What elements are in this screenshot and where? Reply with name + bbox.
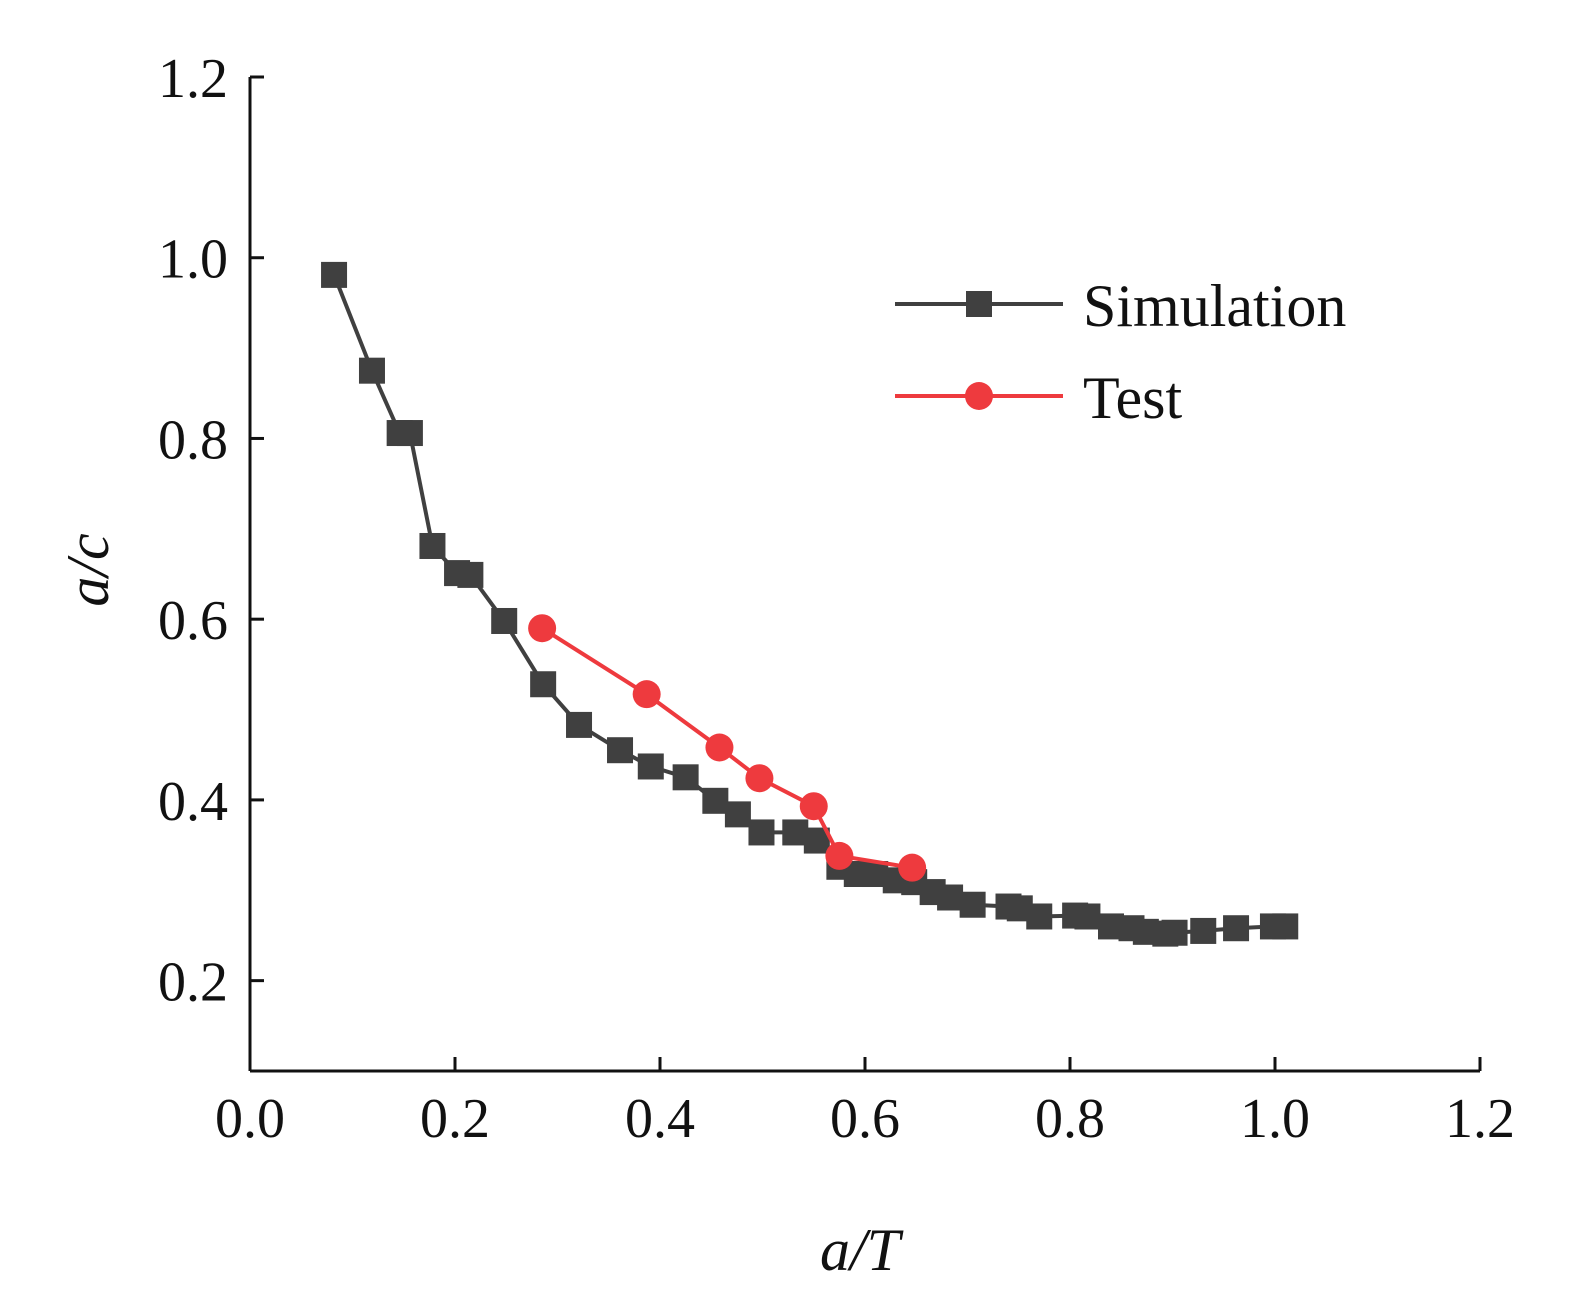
legend-test-marker	[965, 382, 993, 410]
x-tick-label: 1.0	[1240, 1088, 1310, 1150]
x-tick-label: 0.6	[830, 1088, 900, 1150]
y-tick-label: 1.2	[158, 48, 228, 110]
simulation-point	[1161, 919, 1188, 946]
legend: Simulation Test	[895, 273, 1346, 431]
simulation-point	[702, 787, 729, 814]
simulation-point	[491, 607, 518, 634]
simulation-point	[637, 753, 664, 780]
series-layer	[321, 261, 1299, 947]
x-tick-label: 1.2	[1445, 1088, 1515, 1150]
simulation-point	[457, 561, 484, 588]
simulation-point	[1190, 917, 1217, 944]
simulation-point	[530, 671, 557, 698]
x-tick-label: 0.4	[625, 1088, 695, 1150]
test-point	[705, 733, 734, 762]
simulation-point	[937, 884, 964, 911]
simulation-point	[672, 764, 699, 791]
simulation-point	[1272, 913, 1299, 940]
simulation-point	[566, 711, 593, 738]
legend-test-label: Test	[1083, 365, 1182, 431]
x-tick-label: 0.0	[215, 1088, 285, 1150]
legend-simulation-marker	[966, 291, 992, 317]
simulation-point	[607, 737, 634, 764]
test-point	[632, 680, 661, 709]
test-point	[898, 853, 927, 882]
test-point	[799, 792, 828, 821]
simulation-point	[748, 819, 775, 846]
x-axis-label: a/T	[820, 1217, 904, 1283]
simulation-point	[1026, 903, 1053, 930]
y-tick-label: 0.6	[158, 590, 228, 652]
test-point	[745, 764, 774, 793]
simulation-point	[959, 891, 986, 918]
simulation-point	[419, 532, 446, 559]
y-tick-label: 1.0	[158, 229, 228, 291]
y-tick-label: 0.8	[158, 409, 228, 471]
test-point	[825, 841, 854, 870]
y-tick-label: 0.4	[158, 771, 228, 833]
x-tick-label: 0.2	[420, 1088, 490, 1150]
simulation-point	[321, 261, 348, 288]
x-tick-label: 0.8	[1035, 1088, 1105, 1150]
y-axis-label: a/c	[55, 533, 121, 606]
y-tick-label: 0.2	[158, 952, 228, 1014]
legend-simulation-label: Simulation	[1083, 273, 1346, 339]
simulation-point	[358, 357, 385, 384]
simulation-point	[1074, 903, 1101, 930]
test-point	[528, 614, 557, 643]
simulation-point	[1223, 915, 1250, 942]
simulation-point	[396, 420, 423, 447]
axes: 0.0 0.2 0.4 0.6 0.8 1.0 1.2 0.2 0.4 0.6 0.8 1.0 1.2	[158, 48, 1515, 1150]
simulation-point	[724, 801, 751, 828]
